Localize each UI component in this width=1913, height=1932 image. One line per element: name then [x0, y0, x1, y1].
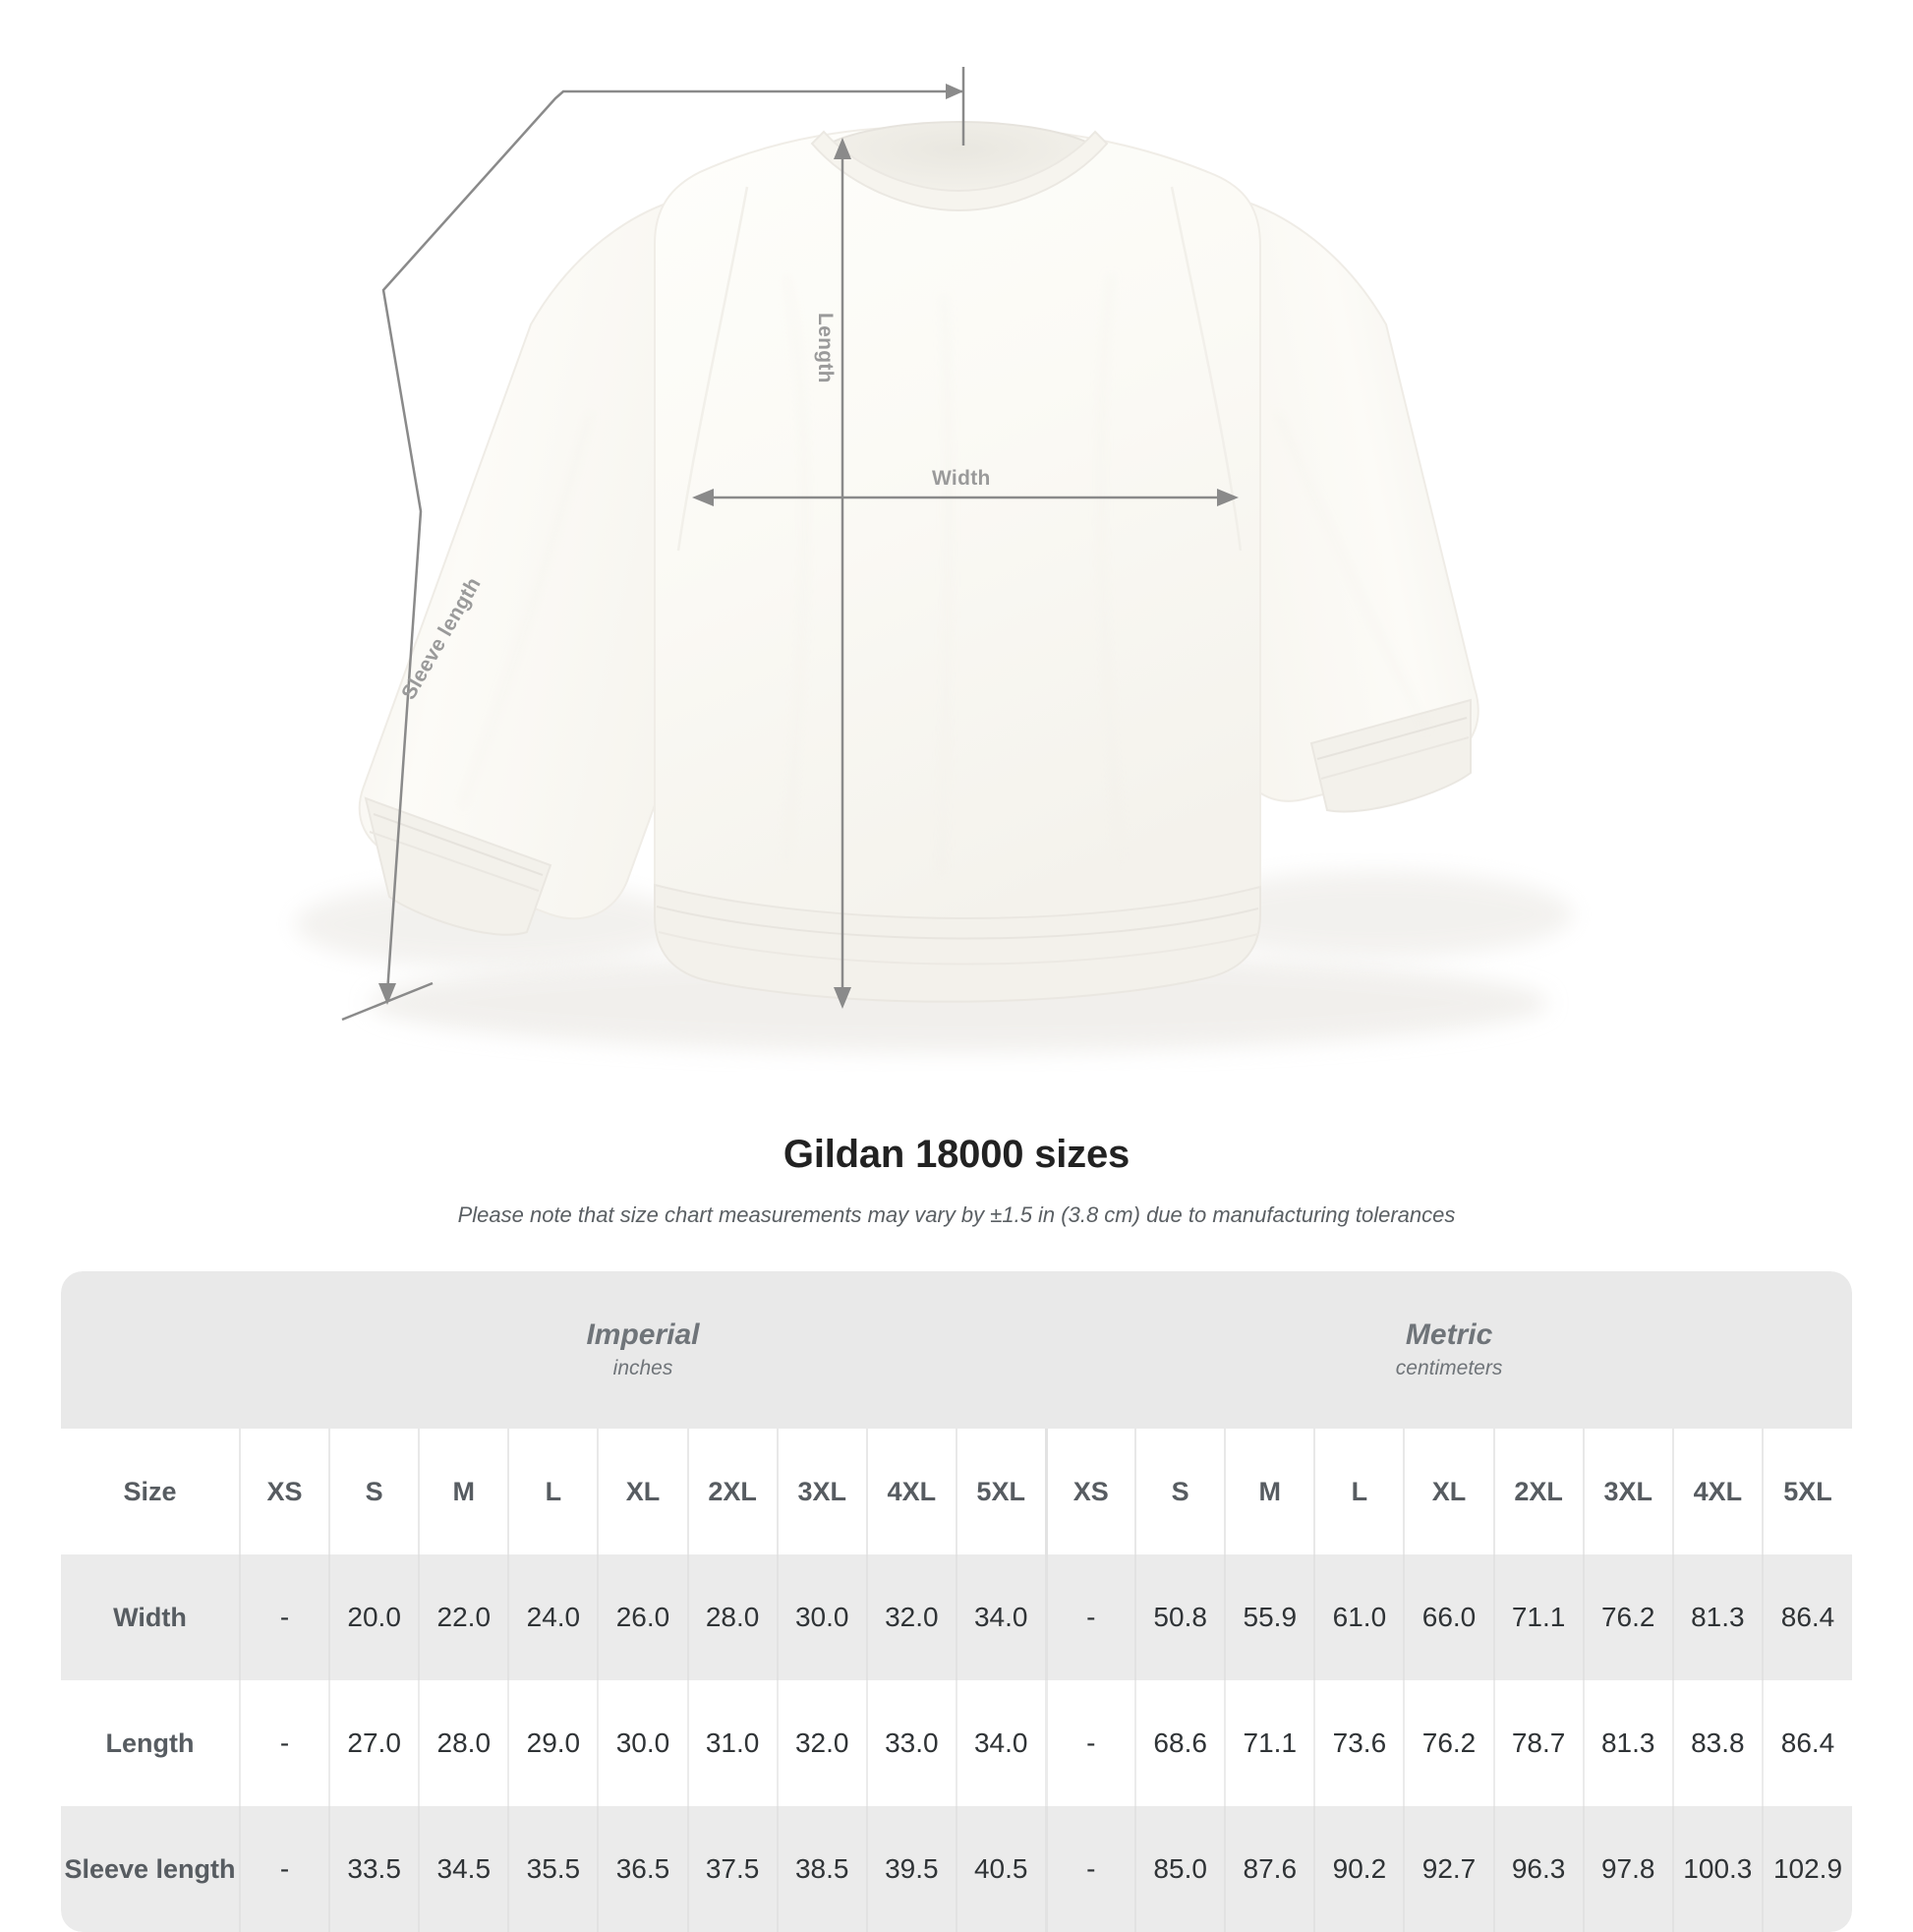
size-header-metric-s: S — [1134, 1429, 1226, 1554]
cell-length-metric-3xl: 81.3 — [1582, 1680, 1673, 1806]
cell-width-metric-l: 61.0 — [1313, 1554, 1405, 1680]
size-header-imperial-5xl: 5XL — [955, 1429, 1047, 1554]
row-label-length: Length — [61, 1680, 240, 1806]
cell-sleeve-length-metric-m: 87.6 — [1224, 1806, 1315, 1932]
cell-sleeve-length-imperial-s: 33.5 — [328, 1806, 420, 1932]
cell-width-imperial-l: 24.0 — [507, 1554, 599, 1680]
unit-group-name: Metric — [1405, 1317, 1493, 1351]
cell-length-imperial-l: 29.0 — [507, 1680, 599, 1806]
size-header-metric-l: L — [1313, 1429, 1405, 1554]
cell-length-imperial-5xl: 34.0 — [955, 1680, 1047, 1806]
product-image-area: Length Width Sleeve length — [295, 67, 1573, 1052]
size-chart-table-container: Imperial inches Metric centimeters Size XS S M L… — [61, 1271, 1852, 1932]
unit-group-imperial: Imperial inches — [240, 1271, 1047, 1429]
cell-length-metric-xl: 76.2 — [1403, 1680, 1494, 1806]
cell-width-imperial-xs: - — [238, 1554, 330, 1680]
cell-width-metric-xl: 66.0 — [1403, 1554, 1494, 1680]
cell-length-imperial-xl: 30.0 — [597, 1680, 688, 1806]
size-header-imperial-s: S — [328, 1429, 420, 1554]
cell-width-metric-4xl: 81.3 — [1671, 1554, 1763, 1680]
cell-width-imperial-5xl: 34.0 — [955, 1554, 1047, 1680]
size-header-metric-4xl: 4XL — [1671, 1429, 1763, 1554]
cell-width-imperial-s: 20.0 — [328, 1554, 420, 1680]
cell-width-imperial-xl: 26.0 — [597, 1554, 688, 1680]
size-chart-heading: Gildan 18000 sizes Please note that size… — [0, 1133, 1913, 1228]
size-header-imperial-xs: XS — [238, 1429, 330, 1554]
page-title: Gildan 18000 sizes — [783, 1133, 1130, 1176]
cell-sleeve-length-metric-l: 90.2 — [1313, 1806, 1405, 1932]
size-header-imperial-m: M — [418, 1429, 509, 1554]
cell-sleeve-length-metric-3xl: 97.8 — [1582, 1806, 1673, 1932]
cell-sleeve-length-metric-4xl: 100.3 — [1671, 1806, 1763, 1932]
cell-length-metric-xs: - — [1044, 1680, 1136, 1806]
cell-sleeve-length-metric-2xl: 96.3 — [1492, 1806, 1584, 1932]
cell-length-imperial-3xl: 32.0 — [776, 1680, 867, 1806]
cell-sleeve-length-imperial-2xl: 37.5 — [686, 1806, 778, 1932]
width-label: Width — [932, 467, 991, 490]
tolerance-note: Please note that size chart measurements… — [457, 1202, 1456, 1227]
cell-length-imperial-4xl: 33.0 — [865, 1680, 956, 1806]
size-header-label: Size — [61, 1429, 240, 1554]
cell-sleeve-length-imperial-xs: - — [238, 1806, 330, 1932]
cell-sleeve-length-metric-s: 85.0 — [1134, 1806, 1226, 1932]
unit-group-row: Imperial inches Metric centimeters — [61, 1271, 1852, 1429]
cell-width-imperial-2xl: 28.0 — [686, 1554, 778, 1680]
cell-width-imperial-3xl: 30.0 — [776, 1554, 867, 1680]
size-header-imperial-4xl: 4XL — [865, 1429, 956, 1554]
size-header-metric-m: M — [1224, 1429, 1315, 1554]
cell-width-imperial-m: 22.0 — [418, 1554, 509, 1680]
cell-length-imperial-2xl: 31.0 — [686, 1680, 778, 1806]
cell-sleeve-length-imperial-5xl: 40.5 — [955, 1806, 1047, 1932]
size-header-metric-xl: XL — [1403, 1429, 1494, 1554]
cell-sleeve-length-imperial-3xl: 38.5 — [776, 1806, 867, 1932]
cell-sleeve-length-imperial-l: 35.5 — [507, 1806, 599, 1932]
cell-width-metric-s: 50.8 — [1134, 1554, 1226, 1680]
length-label: Length — [814, 313, 837, 383]
unit-group-subtitle: inches — [612, 1357, 673, 1379]
cell-sleeve-length-metric-xl: 92.7 — [1403, 1806, 1494, 1932]
size-chart-table: Imperial inches Metric centimeters Size XS S M L… — [61, 1271, 1852, 1932]
cell-sleeve-length-imperial-4xl: 39.5 — [865, 1806, 956, 1932]
cell-width-metric-3xl: 76.2 — [1582, 1554, 1673, 1680]
row-label-width: Width — [61, 1554, 240, 1680]
size-header-imperial-l: L — [507, 1429, 599, 1554]
cell-sleeve-length-imperial-m: 34.5 — [418, 1806, 509, 1932]
cell-length-imperial-m: 28.0 — [418, 1680, 509, 1806]
cell-length-metric-l: 73.6 — [1313, 1680, 1405, 1806]
size-header-metric-5xl: 5XL — [1761, 1429, 1852, 1554]
size-header-metric-2xl: 2XL — [1492, 1429, 1584, 1554]
size-header-row: Size XS S M L XL 2XL 3XL 4XL 5XL XS S M L XL 2XL 3XL 4XL 5… — [61, 1429, 1852, 1554]
cell-length-metric-m: 71.1 — [1224, 1680, 1315, 1806]
unit-group-name: Imperial — [586, 1317, 700, 1351]
size-header-metric-xs: XS — [1044, 1429, 1136, 1554]
cell-sleeve-length-metric-xs: - — [1044, 1806, 1136, 1932]
cell-width-imperial-4xl: 32.0 — [865, 1554, 956, 1680]
table-row: Length -27.0 28.0 29.0 30.0 31.0 32.0 33.0 34.0-… — [61, 1680, 1852, 1806]
table-row: Width -20.0 22.0 24.0 26.0 28.0 30.0 32.0 34.0-5… — [61, 1554, 1852, 1680]
unit-row-spacer — [61, 1271, 240, 1429]
cell-length-imperial-xs: - — [238, 1680, 330, 1806]
table-row: Sleeve length -33.5 34.5 35.5 36.5 37.5 38.5 39… — [61, 1806, 1852, 1932]
cell-width-metric-xs: - — [1044, 1554, 1136, 1680]
row-label-sleeve-length: Sleeve length — [61, 1806, 240, 1932]
cell-sleeve-length-metric-5xl: 102.9 — [1761, 1806, 1852, 1932]
cell-length-metric-s: 68.6 — [1134, 1680, 1226, 1806]
size-header-imperial-xl: XL — [597, 1429, 688, 1554]
cell-length-imperial-s: 27.0 — [328, 1680, 420, 1806]
unit-group-subtitle: centimeters — [1395, 1357, 1503, 1379]
cell-length-metric-5xl: 86.4 — [1761, 1680, 1852, 1806]
cell-width-metric-2xl: 71.1 — [1492, 1554, 1584, 1680]
unit-group-metric: Metric centimeters — [1046, 1271, 1852, 1429]
size-header-imperial-2xl: 2XL — [686, 1429, 778, 1554]
cell-length-metric-2xl: 78.7 — [1492, 1680, 1584, 1806]
cell-sleeve-length-imperial-xl: 36.5 — [597, 1806, 688, 1932]
cell-width-metric-5xl: 86.4 — [1761, 1554, 1852, 1680]
size-header-metric-3xl: 3XL — [1582, 1429, 1673, 1554]
sweatshirt-illustration — [295, 120, 1573, 1052]
size-header-imperial-3xl: 3XL — [776, 1429, 867, 1554]
cell-length-metric-4xl: 83.8 — [1671, 1680, 1763, 1806]
cell-width-metric-m: 55.9 — [1224, 1554, 1315, 1680]
